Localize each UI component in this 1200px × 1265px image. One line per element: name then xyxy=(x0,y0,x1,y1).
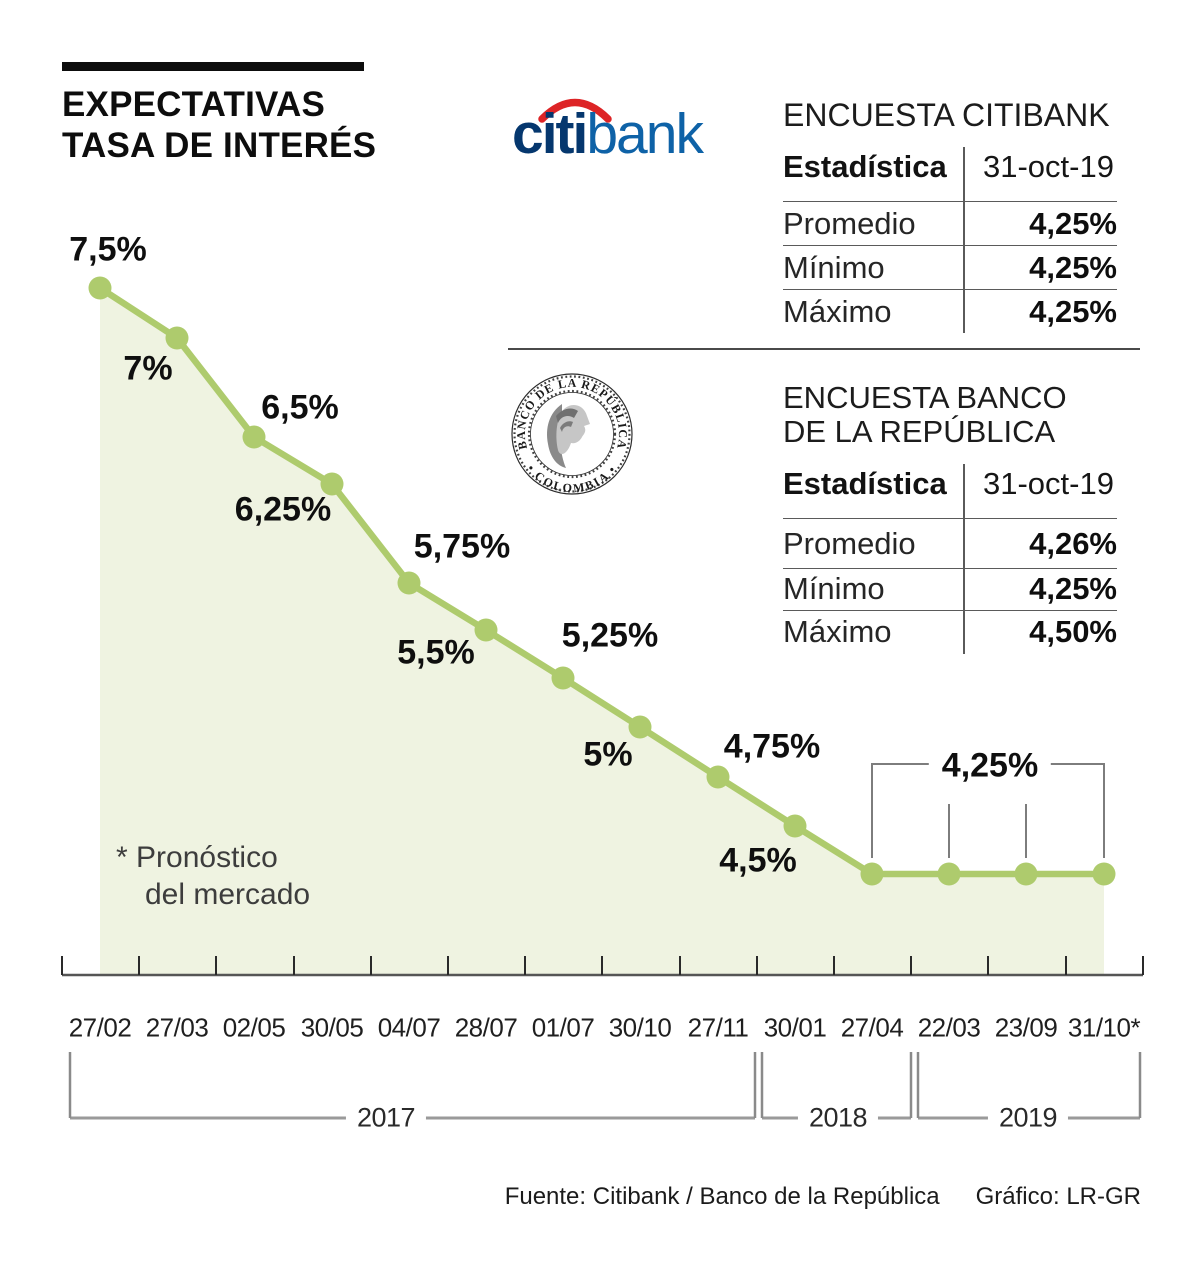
table-row-divider xyxy=(783,518,1117,519)
data-point xyxy=(937,862,961,886)
column-header-statistic: Estadística xyxy=(783,466,947,501)
footnote-line1: * Pronóstico xyxy=(116,841,278,874)
data-point xyxy=(860,862,884,886)
table-row-divider xyxy=(783,610,1117,611)
table-row: Máximo 4,25% xyxy=(783,290,1117,334)
forecast-footnote: * Pronóstico del mercado xyxy=(116,839,310,913)
column-header-date: 31-oct-19 xyxy=(983,466,1114,501)
stat-label: Máximo xyxy=(783,614,892,649)
table-row: Máximo 4,50% xyxy=(783,610,1117,654)
table-row: Promedio 4,25% xyxy=(783,202,1117,246)
liberty-head-engraving xyxy=(547,404,590,468)
citibank-logo: citibank xyxy=(498,94,758,178)
stat-value: 4,50% xyxy=(1029,614,1117,649)
area-fill xyxy=(100,288,1104,975)
footer: Fuente: Citibank / Banco de la República… xyxy=(0,1183,1141,1211)
citi-wordmark: citi xyxy=(512,102,588,166)
data-point xyxy=(242,425,266,449)
stat-value: 4,25% xyxy=(1029,206,1117,241)
stat-label: Promedio xyxy=(783,206,916,241)
stat-value: 4,25% xyxy=(1029,294,1117,329)
column-header-date: 31-oct-19 xyxy=(983,149,1114,184)
data-point xyxy=(628,715,652,739)
table-row-divider xyxy=(783,289,1117,290)
citibank-survey-heading: ENCUESTA CITIBANK xyxy=(783,97,1110,133)
table-row: Promedio 4,26% xyxy=(783,520,1117,568)
data-point xyxy=(397,571,421,595)
footnote-line2: del mercado xyxy=(145,878,311,911)
page-title: EXPECTATIVAS TASA DE INTERÉS xyxy=(62,85,377,165)
citibank-logo-text: citibank xyxy=(512,106,704,163)
flat-rate-bracket xyxy=(871,763,1105,858)
table-column-divider xyxy=(963,147,965,333)
data-point xyxy=(1092,862,1116,886)
table-row-divider xyxy=(783,245,1117,246)
data-point xyxy=(320,472,344,496)
banco-republica-seal-icon: BANCO DE LA REPÚBLICA • COLOMBIA • xyxy=(511,373,633,495)
stat-value: 4,25% xyxy=(1029,571,1117,606)
data-point xyxy=(474,618,498,642)
table-row-divider xyxy=(783,568,1117,569)
citibank-red-arc-icon xyxy=(538,98,612,123)
source-credit: Fuente: Citibank / Banco de la República xyxy=(504,1183,940,1210)
data-point xyxy=(551,666,575,690)
stat-label: Mínimo xyxy=(783,250,885,285)
data-point xyxy=(1014,862,1038,886)
stat-label: Mínimo xyxy=(783,571,885,606)
section-divider xyxy=(508,348,1140,350)
title-accent-bar xyxy=(62,62,364,71)
bank-wordmark: bank xyxy=(586,102,704,166)
table-row: Mínimo 4,25% xyxy=(783,568,1117,610)
banrep-survey-heading: ENCUESTA BANCO DE LA REPÚBLICA xyxy=(783,380,1067,449)
table-column-divider xyxy=(963,464,965,654)
stat-value: 4,26% xyxy=(1029,526,1117,561)
table-row: Mínimo 4,25% xyxy=(783,246,1117,290)
graphic-credit: Gráfico: LR-GR xyxy=(975,1183,1141,1210)
rate-line xyxy=(96,284,1108,878)
data-point xyxy=(88,276,112,300)
stat-value: 4,25% xyxy=(1029,250,1117,285)
column-header-statistic: Estadística xyxy=(783,149,947,184)
citibank-survey-table: Estadística 31-oct-19 Promedio 4,25% Mín… xyxy=(783,145,1117,335)
stat-label: Promedio xyxy=(783,526,916,561)
data-point xyxy=(783,814,807,838)
banrep-survey-table: Estadística 31-oct-19 Promedio 4,26% Mín… xyxy=(783,462,1117,654)
stat-label: Máximo xyxy=(783,294,892,329)
data-point xyxy=(165,326,189,350)
data-point xyxy=(706,765,730,789)
table-row-divider xyxy=(783,201,1117,202)
